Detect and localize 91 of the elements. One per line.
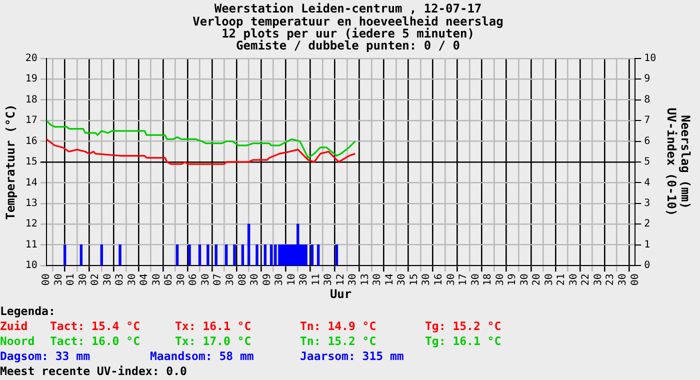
x-tick-label: 21 [556,274,568,286]
x-tick-label: 00 [630,274,641,286]
x-tick-label: 04 [139,274,150,286]
text: Zuid [0,319,28,334]
x-tick-label: 11 [310,274,322,286]
y2-tick-label: 8 [644,94,650,106]
y2-tick-label: 7 [644,115,650,126]
y-tick-label: 18 [25,94,38,106]
text: Tx: 17.0 °C [175,334,252,349]
text: Tg: 15.2 °C [425,319,502,334]
y2-tick-label: 6 [644,136,650,147]
x-tick-label: 30 [78,274,89,286]
legend-title: Legenda: [0,304,56,319]
x-tick-label: 18 [482,274,494,286]
x-tick-label: 23 [605,274,616,286]
text: Tg: 16.1 °C [425,334,502,349]
x-tick-label: 09 [262,274,273,286]
x-tick-label: 03 [114,274,126,286]
x-tick-label: 12 [335,274,346,286]
text: Dagsom: 33 mm [0,349,90,364]
x-axis-title: Uur [330,286,352,301]
x-tick-label: 30 [494,274,506,286]
y-tick-label: 15 [25,156,38,168]
x-tick-label: 30 [592,274,604,286]
x-tick-label: 01 [66,274,77,286]
x-tick-label: 19 [507,274,518,286]
x-tick-label: 30 [421,274,432,286]
chart-title: Weerstation Leiden-centrum , 12-07-17 [214,1,482,16]
x-tick-label: 16 [434,274,445,286]
text: Tn: 14.9 °C [300,319,376,334]
x-tick-label: 05 [164,274,175,286]
y2-tick-label: 9 [644,74,650,85]
x-tick-label: 13 [360,274,371,286]
x-tick-label: 30 [176,274,187,286]
y2-tick-label: 0 [644,260,650,272]
text: Maandsom: 58 mm [150,349,254,364]
text: Tn: 15.2 °C [300,334,376,349]
x-tick-label: 30 [544,274,555,286]
x-tick-label: 06 [188,274,200,286]
y2-tick-label: 4 [644,177,650,188]
x-tick-label: 30 [348,274,359,286]
x-tick-label: 30 [250,274,261,286]
y-tick-label: 16 [25,136,38,147]
text: Tact: 15.4 °C [50,319,140,334]
y-axis-title: Temperatuur (°C) [3,104,18,220]
y2-tick-label: 2 [644,218,650,230]
y-tick-label: 14 [25,177,38,188]
x-tick-label: 02 [90,274,102,286]
y2-tick-label: 10 [644,52,656,64]
x-tick-label: 30 [446,274,457,286]
text: Tx: 16.1 °C [175,319,252,334]
x-tick-label: 20 [532,274,543,286]
chart-subtitle: Verloop temperatuur en hoeveelheid neerslag 12 plots per uur (iedere 5 minuten) Gemiste / dubbele punten: 0 / 0 [192,14,504,53]
x-tick-label: 10 [286,274,298,286]
x-tick-label: 30 [519,274,530,286]
x-tick-label: 14 [384,274,396,286]
x-tick-label: 00 [41,274,52,286]
y2-axis-title: Neerslag (mm) UV-index (0-10) [664,108,693,216]
y-tick-label: 17 [25,115,38,126]
x-tick-label: 30 [470,274,482,286]
x-tick-label: 30 [323,274,334,286]
x-tick-label: 30 [274,274,286,286]
y2-tick-label: 1 [644,239,650,250]
x-tick-label: 17 [458,274,470,286]
text: Tact: 16.0 °C [50,334,140,349]
y-tick-label: 19 [25,74,38,85]
text: Noord [0,334,35,349]
x-tick-label: 30 [102,274,114,286]
y-tick-label: 10 [25,260,38,272]
text: Meest recente UV-index: 0.0 [0,364,187,379]
y-tick-label: 20 [25,52,38,64]
x-tick-label: 30 [617,274,628,286]
x-tick-label: 30 [200,274,212,286]
x-tick-label: 30 [53,274,64,286]
x-tick-label: 08 [237,274,248,286]
x-tick-label: 30 [396,274,408,286]
x-tick-label: 07 [212,274,224,286]
x-tick-label: 30 [568,274,580,286]
x-tick-label: 22 [580,274,592,286]
x-tick-label: 30 [372,274,384,286]
y-tick-label: 12 [25,218,38,230]
x-tick-label: 30 [298,274,310,286]
x-tick-label: 30 [126,274,138,286]
x-tick-label: 15 [408,274,420,286]
y2-tick-label: 3 [644,198,650,210]
text: Jaarsom: 315 mm [300,349,404,364]
x-tick-label: 30 [151,274,162,286]
y-tick-label: 11 [25,239,38,250]
x-tick-label: 30 [225,274,236,286]
y-tick-label: 13 [25,198,38,210]
y2-tick-label: 5 [644,156,650,168]
